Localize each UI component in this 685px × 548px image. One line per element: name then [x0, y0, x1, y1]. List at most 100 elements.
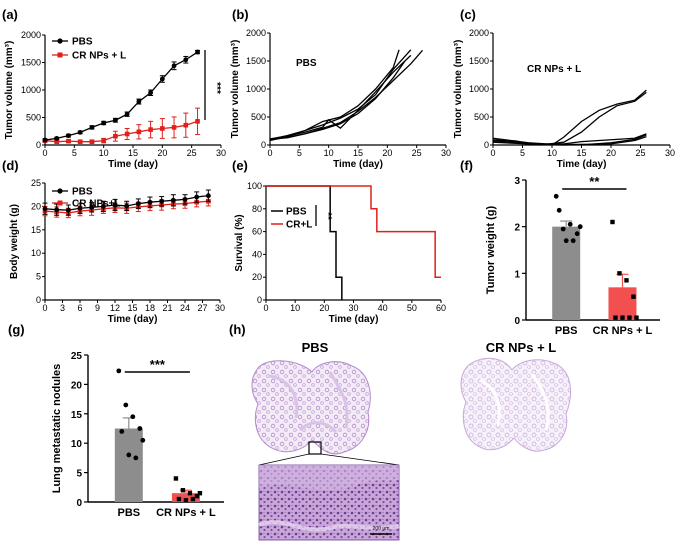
y-axis-label: Lung metastatic nodules: [51, 364, 63, 494]
x-tick-label: 30: [665, 148, 675, 158]
x-tick-label: 3: [60, 303, 65, 313]
y-tick-label: 25: [31, 178, 41, 188]
x-tick-label: 10: [547, 148, 557, 158]
data-point: [570, 238, 576, 244]
y-tick-label: 10: [31, 248, 41, 258]
y-axis-label: Survival (%): [234, 214, 245, 271]
data-point: [130, 414, 136, 420]
y-tick-label: 80: [252, 204, 262, 214]
legend-label: PBS: [72, 37, 93, 48]
x-axis-label: Time (day): [108, 159, 158, 170]
panel-label-e: (e): [232, 158, 248, 173]
bar-crnps: [608, 287, 637, 320]
panel-label-g: (g): [8, 322, 25, 337]
series-crnps-point: [101, 138, 106, 143]
series-crnps-point: [160, 126, 165, 131]
series-pbs-point: [183, 57, 189, 63]
legend-marker: [57, 200, 63, 206]
series-pbs-point: [159, 198, 165, 204]
zoom-box: [308, 441, 322, 455]
panel-label-f: (f): [460, 158, 473, 173]
histology-title-crnps: CR NPs + L: [486, 340, 556, 355]
x-tick-label: 25: [187, 148, 197, 158]
series-pbs-point: [194, 194, 200, 200]
x-tick-label: 9: [95, 303, 100, 313]
y-tick-label: 5: [76, 469, 82, 480]
x-tick-label: 10: [324, 148, 334, 158]
bar-pbs: [114, 428, 143, 502]
significance-label: ***: [150, 357, 166, 372]
series-crnps-point: [77, 139, 83, 144]
panel-label-h: (h): [229, 322, 246, 337]
series-pbs-point: [124, 111, 130, 117]
series-pbs-point: [89, 204, 95, 210]
y-tick-label: 2000: [469, 28, 489, 38]
x-tick-label: 5: [520, 148, 525, 158]
y-tick-label: 40: [252, 249, 262, 259]
x-tick-label: 15: [128, 148, 138, 158]
y-tick-label: 3: [514, 176, 520, 187]
chart-title: PBS: [296, 58, 317, 69]
data-point: [610, 219, 615, 225]
y-tick-label: 1500: [469, 56, 489, 66]
x-tick-label: 40: [378, 303, 388, 313]
data-point: [119, 429, 125, 434]
x-tick-label: 27: [197, 303, 207, 313]
y-tick-label: 5: [36, 272, 41, 282]
significance-label: **: [322, 212, 333, 220]
data-point: [116, 368, 122, 374]
panel-label-a: (a): [2, 7, 18, 22]
x-tick-label: 12: [110, 303, 120, 313]
x-axis-label: Time (day): [557, 159, 607, 170]
data-point: [197, 490, 203, 496]
data-point: [137, 426, 143, 431]
survival-pbs-curve: [266, 185, 343, 300]
x-category-label: CR NPs + L: [593, 325, 653, 337]
histology-panel: PBS CR NPs + L 200 μm: [251, 340, 572, 541]
individual-curve: [492, 89, 647, 146]
y-tick-label: 15: [31, 225, 41, 235]
y-tick-label: 0: [261, 140, 266, 150]
series-crnps-point: [195, 119, 200, 124]
data-point: [126, 452, 132, 458]
y-axis-label: Tumor volume (mm³): [230, 40, 241, 139]
series-pbs-point: [54, 207, 60, 213]
individual-curve: [269, 49, 412, 141]
series-crnps-point: [113, 133, 118, 139]
series-crnps-point: [66, 138, 71, 144]
individual-curve: [492, 134, 647, 146]
data-point: [140, 437, 146, 443]
series-pbs-point: [147, 199, 153, 205]
x-tick-label: 15: [127, 303, 137, 313]
x-tick-label: 60: [436, 303, 446, 313]
y-axis-label: Tumor volume (mm³): [453, 40, 464, 139]
data-point: [133, 455, 139, 461]
x-tick-label: 30: [216, 148, 226, 158]
y-tick-label: 0: [36, 140, 41, 150]
data-point: [577, 224, 583, 230]
series-pbs-point: [205, 193, 211, 199]
data-point: [173, 476, 179, 481]
individual-curve: [269, 54, 412, 140]
data-point: [634, 315, 639, 320]
x-tick-label: 6: [77, 303, 82, 313]
data-point: [574, 231, 580, 237]
data-point: [631, 294, 636, 299]
data-point: [624, 278, 629, 283]
x-category-label: CR NPs + L: [156, 507, 216, 519]
x-category-label: PBS: [117, 507, 140, 519]
chart-g-lung-nodules: 0 5 10 15 20 25 Lung metastatic nodules PBS CR N…: [51, 351, 224, 519]
series-pbs-point: [112, 202, 118, 208]
y-tick-label: 0: [257, 295, 262, 305]
y-tick-label: 1500: [21, 58, 41, 68]
series-pbs-point: [54, 136, 60, 141]
legend-marker: [57, 52, 63, 58]
x-category-label: PBS: [555, 325, 578, 337]
x-tick-label: 0: [263, 303, 268, 313]
individual-curve: [269, 60, 406, 141]
y-tick-label: 500: [26, 113, 41, 123]
chart-d-body-weight: 0 3 6 9 12 15 18 21 24 27 30 0 5 10 15 20 25 Time (day) Bo…: [9, 178, 225, 325]
panel-label-c: (c): [460, 7, 476, 22]
series-pbs-point: [170, 197, 176, 203]
